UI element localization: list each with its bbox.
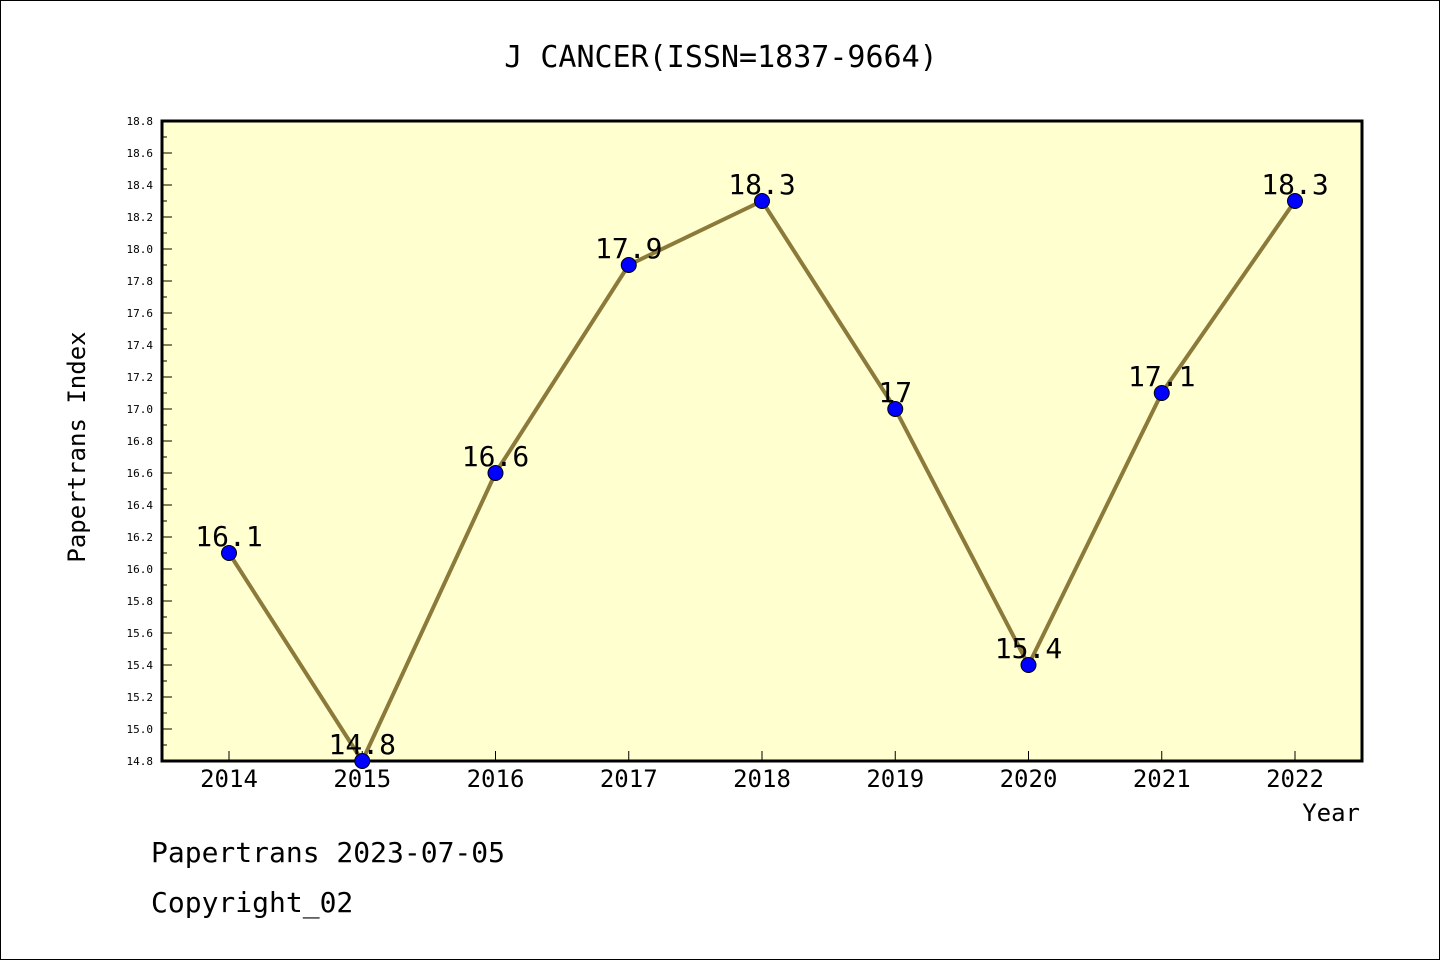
y-tick-label: 18.2 [127,211,154,224]
data-point [354,753,371,769]
y-tick-label: 15.8 [127,595,154,608]
y-tick-label: 18.8 [127,115,154,128]
data-label: 16.6 [462,440,529,473]
y-tick-label: 14.8 [127,755,154,768]
y-tick-label: 16.8 [127,435,154,448]
x-tick-label: 2021 [1133,765,1191,793]
data-label: 18.3 [1261,168,1328,201]
date-stamp: Papertrans 2023-07-05 [151,836,506,869]
y-tick-label: 15.4 [127,659,154,672]
series-group: 16.1 14.8 16.6 17.9 18.3 17 15.4 17.1 18.3 [195,168,1329,769]
data-point [754,193,770,209]
data-point [1287,193,1303,209]
data-point [221,545,237,561]
y-tick-label: 18.0 [127,243,154,256]
x-tick-label: 2016 [467,765,525,793]
chart-title: J CANCER(ISSN=1837-9664) [504,40,937,75]
y-tick-label: 15.6 [127,627,154,640]
data-label: 16.1 [195,520,262,553]
plot-area [160,119,1364,763]
x-tick-label: 2015 [333,765,391,793]
y-tick-label: 17.6 [127,307,154,320]
x-tick-label: 2018 [733,765,791,793]
x-tick-label: 2020 [1000,765,1058,793]
data-label: 18.3 [728,168,795,201]
data-label: 17.1 [1128,360,1195,393]
y-tick-label: 16.0 [127,563,154,576]
data-point [1020,657,1037,673]
y-tick-label: 18.4 [127,179,154,192]
data-point [487,465,504,481]
data-point [1153,385,1170,401]
y-tick-label: 16.4 [127,499,154,512]
data-point [620,257,637,273]
y-tick-label: 16.2 [127,531,154,544]
y-tick-label: 17.2 [127,371,154,384]
x-tick-label: 2014 [200,765,258,793]
y-axis: 14.8 15.0 15.2 15.4 15.6 15.8 16.0 16.2 16.4 16.6… [127,115,172,768]
y-tick-label: 15.0 [127,723,154,736]
x-axis-label: Year [1302,799,1360,827]
data-label: 17 [878,376,912,409]
x-tick-label: 2022 [1266,765,1324,793]
y-tick-label: 16.6 [127,467,154,480]
y-tick-label: 17.4 [127,339,154,352]
y-tick-label: 15.2 [127,691,154,704]
data-label: 17.9 [595,232,662,265]
y-tick-label: 17.8 [127,275,154,288]
x-tick-label: 2017 [600,765,658,793]
y-tick-label: 17.0 [127,403,154,416]
data-point [887,401,904,417]
y-axis-label: Papertrans Index [63,331,91,562]
x-axis: 2014 2015 2016 2017 2018 2019 2020 2021 2022 [200,751,1324,793]
x-tick-label: 2019 [866,765,924,793]
copyright-label: Copyright_02 [151,886,354,919]
data-label: 14.8 [329,728,396,761]
data-label: 15.4 [995,632,1062,665]
y-tick-label: 18.6 [127,147,154,160]
